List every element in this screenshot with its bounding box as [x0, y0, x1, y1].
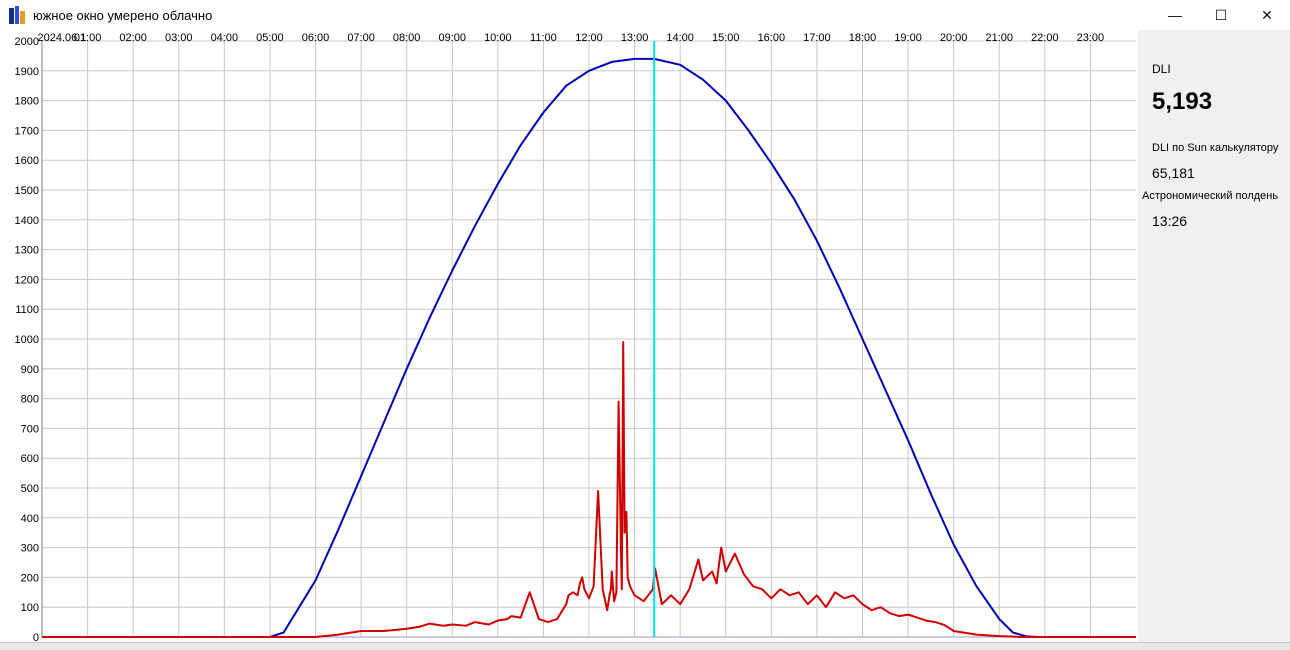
y-tick-label: 0 — [33, 632, 39, 642]
y-tick-label: 1600 — [15, 155, 39, 167]
info-panel: DLI 5,193 DLI по Sun калькулятору 65,181… — [1138, 30, 1290, 642]
y-tick-label: 2000 — [15, 36, 39, 48]
solar-noon-value: 13:26 — [1152, 213, 1188, 229]
x-tick-label: 13:00 — [621, 32, 649, 44]
y-tick-label: 1200 — [15, 274, 39, 286]
y-tick-label: 1400 — [15, 215, 39, 227]
x-tick-label: 19:00 — [894, 32, 922, 44]
y-tick-label: 1700 — [15, 125, 39, 137]
y-tick-label: 1000 — [15, 334, 39, 346]
chart-area[interactable]: 0 100 200 300 400 500 600 700 800 900 1000 1100 1200… — [0, 30, 1138, 642]
y-tick-label: 600 — [21, 453, 39, 465]
close-button[interactable]: ✕ — [1261, 6, 1273, 23]
y-tick-label: 1100 — [15, 304, 39, 316]
title-bar: южное окно умерено облачно — ☐ ✕ — [0, 0, 1290, 30]
x-tick-label: 16:00 — [758, 32, 786, 44]
x-tick-label: 06:00 — [302, 32, 330, 44]
x-tick-label: 01:00 — [74, 32, 102, 44]
x-tick-label: 11:00 — [530, 32, 557, 44]
y-tick-label: 1300 — [15, 245, 39, 257]
x-tick-label: 15:00 — [712, 32, 740, 44]
x-tick-label: 12:00 — [575, 32, 603, 44]
y-tick-label: 1800 — [15, 96, 39, 108]
y-tick-label: 1500 — [15, 185, 39, 197]
y-tick-label: 800 — [21, 394, 39, 406]
x-tick-label: 05:00 — [256, 32, 284, 44]
x-tick-label: 03:00 — [165, 32, 193, 44]
x-tick-label: 02:00 — [119, 32, 147, 44]
y-tick-label: 900 — [21, 364, 39, 376]
x-tick-label: 04:00 — [211, 32, 239, 44]
x-tick-label: 2024.06.1 — [38, 32, 87, 44]
x-tick-label: 09:00 — [438, 32, 466, 44]
y-tick-label: 700 — [21, 423, 39, 435]
y-tick-label: 400 — [21, 513, 39, 525]
x-tick-label: 07:00 — [347, 32, 375, 44]
x-tick-label: 21:00 — [985, 32, 1013, 44]
solar-noon-label: Астрономический полдень — [1142, 190, 1279, 202]
x-tick-label: 23:00 — [1077, 32, 1105, 44]
y-tick-label: 500 — [21, 483, 39, 495]
x-tick-label: 20:00 — [940, 32, 968, 44]
x-tick-label: 22:00 — [1031, 32, 1059, 44]
dli-label: DLI — [1152, 62, 1171, 76]
chart-svg: 0 100 200 300 400 500 600 700 800 900 1000 1100 1200… — [15, 32, 1136, 642]
status-bar — [0, 642, 1290, 650]
minimize-button[interactable]: — — [1168, 7, 1182, 23]
sun-calculator-label: DLI по Sun калькулятору — [1152, 142, 1279, 154]
app-icon — [9, 6, 25, 24]
window-title: южное окно умерено облачно — [33, 7, 213, 23]
maximize-button[interactable]: ☐ — [1214, 6, 1228, 23]
x-tick-label: 18:00 — [849, 32, 877, 44]
y-tick-label: 100 — [21, 602, 39, 614]
y-tick-label: 1900 — [15, 66, 39, 78]
x-tick-label: 10:00 — [484, 32, 512, 44]
series-line-measured — [42, 341, 1136, 638]
x-tick-label: 17:00 — [803, 32, 831, 44]
x-tick-label: 14:00 — [666, 32, 694, 44]
sun-calculator-value: 65,181 — [1152, 165, 1195, 181]
y-tick-label: 200 — [21, 572, 39, 584]
y-tick-label: 300 — [21, 543, 39, 555]
dli-value: 5,193 — [1152, 88, 1213, 115]
x-tick-label: 08:00 — [393, 32, 421, 44]
